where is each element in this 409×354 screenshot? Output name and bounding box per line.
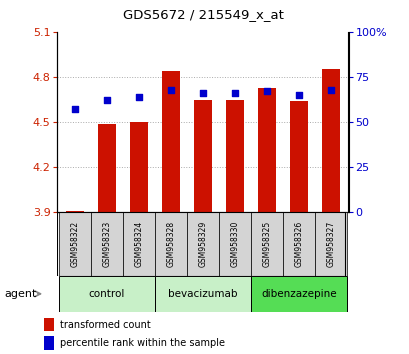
Bar (250, 276, 346, 312)
Bar (226, 99, 243, 212)
Text: GSM958323: GSM958323 (102, 221, 111, 267)
Text: bevacizumab: bevacizumab (168, 289, 237, 299)
Text: dibenzazepine: dibenzazepine (261, 289, 336, 299)
Bar (314, 212, 346, 276)
Bar (98, 124, 115, 212)
Bar (290, 101, 307, 212)
Bar (321, 69, 339, 212)
Bar (43, 318, 53, 331)
Bar (187, 212, 218, 276)
Bar (43, 336, 53, 350)
Point (199, 90, 206, 96)
Text: GSM958327: GSM958327 (326, 221, 335, 267)
Text: GSM958329: GSM958329 (198, 221, 207, 267)
Bar (130, 122, 147, 212)
Bar (155, 276, 250, 312)
Text: GDS5672 / 215549_x_at: GDS5672 / 215549_x_at (122, 8, 283, 21)
Text: GSM958324: GSM958324 (134, 221, 143, 267)
Bar (282, 212, 314, 276)
Text: GSM958326: GSM958326 (294, 221, 303, 267)
Text: GSM958330: GSM958330 (230, 221, 239, 268)
Bar (59, 212, 91, 276)
Point (231, 90, 238, 96)
Text: GSM958328: GSM958328 (166, 221, 175, 267)
Bar (250, 212, 282, 276)
Point (72, 107, 78, 112)
Bar (258, 87, 275, 212)
Text: percentile rank within the sample: percentile rank within the sample (60, 338, 225, 348)
Text: agent: agent (4, 289, 36, 299)
Bar (123, 212, 155, 276)
Text: transformed count: transformed count (60, 320, 151, 330)
Text: control: control (89, 289, 125, 299)
Point (135, 94, 142, 100)
Point (167, 87, 174, 92)
Bar (91, 212, 123, 276)
Bar (66, 211, 83, 212)
Text: GSM958322: GSM958322 (70, 221, 79, 267)
Point (327, 87, 333, 92)
Point (103, 98, 110, 103)
Bar (155, 212, 187, 276)
Bar (59, 276, 155, 312)
Text: GSM958325: GSM958325 (262, 221, 271, 267)
Bar (162, 71, 179, 212)
Bar (194, 99, 211, 212)
Point (295, 92, 301, 98)
Bar (218, 212, 250, 276)
Point (263, 88, 270, 94)
